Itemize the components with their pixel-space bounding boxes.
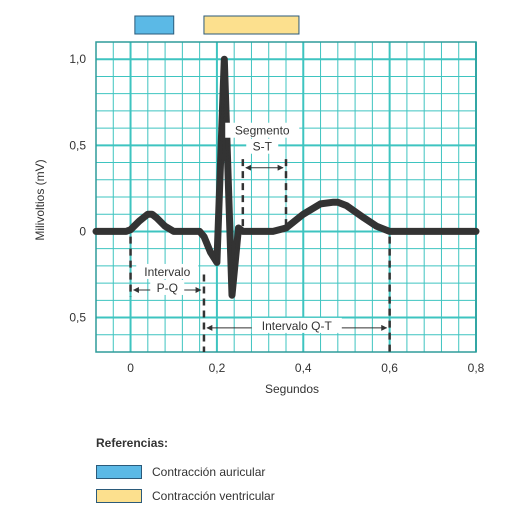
y-tick-label: 1,0 — [69, 52, 86, 66]
legend-label-auricular: Contracción auricular — [152, 465, 266, 479]
x-tick-label: 0,8 — [468, 361, 485, 375]
pq-interval-label-line2: P-Q — [157, 281, 178, 295]
auricular-swatch — [96, 465, 142, 479]
auricular-phase-bar — [134, 15, 175, 35]
x-tick-label: 0,6 — [381, 361, 398, 375]
x-tick-label: 0 — [127, 361, 134, 375]
x-tick-label: 0,2 — [209, 361, 226, 375]
x-tick-label: 0,4 — [295, 361, 312, 375]
y-axis-label: Milivoltios (mV) — [33, 159, 47, 240]
y-tick-label: 0,5 — [69, 311, 86, 325]
y-tick-label: 0 — [79, 224, 86, 238]
x-axis-label: Segundos — [265, 382, 319, 396]
ventricular-swatch — [96, 489, 142, 503]
st-segment-label-line1: Segmento — [235, 124, 290, 138]
legend-title: Referencias: — [96, 436, 169, 450]
st-segment-label-line2: S-T — [253, 140, 273, 154]
legend-item-auricular: Contracción auricular — [96, 460, 275, 484]
legend-item-ventricular: Contracción ventricular — [96, 484, 275, 508]
legend-label-ventricular: Contracción ventricular — [152, 489, 275, 503]
qt-interval-label: Intervalo Q-T — [262, 319, 333, 333]
legend: Referencias: Contracción auricular Contr… — [96, 436, 275, 508]
plot-frame — [95, 41, 477, 353]
ecg-qrs-complex — [215, 59, 240, 296]
y-tick-label: 0,5 — [69, 138, 86, 152]
pq-interval-label-line1: Intervalo — [144, 265, 190, 279]
ventricular-phase-bar — [203, 15, 300, 35]
